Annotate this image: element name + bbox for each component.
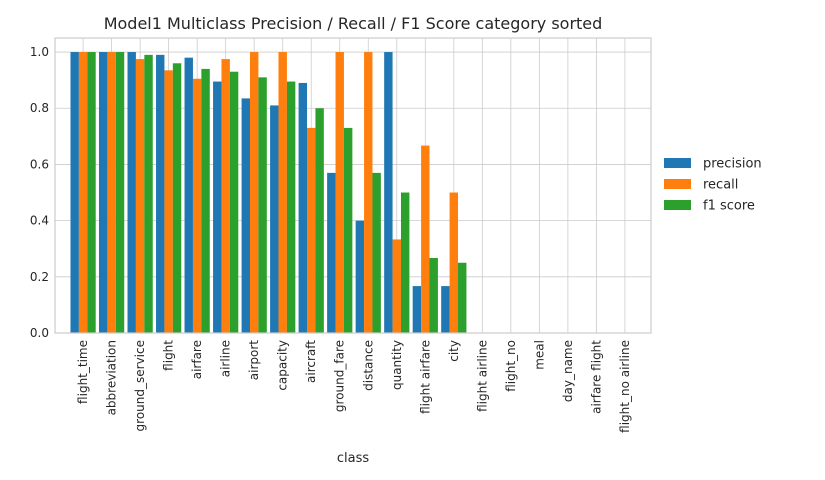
- bar: [164, 70, 173, 334]
- x-tick-label: aircraft: [304, 340, 318, 383]
- bar: [107, 52, 116, 334]
- bar: [258, 77, 267, 333]
- bar: [441, 286, 450, 333]
- bar: [241, 98, 250, 334]
- x-tick-label: flight airfare: [418, 340, 432, 414]
- series-recall: [78, 52, 459, 334]
- x-tick-label: ground_fare: [333, 340, 347, 412]
- bar: [172, 63, 182, 334]
- plot-frame: [54, 37, 652, 334]
- legend-label: precision: [703, 157, 762, 172]
- bar: [400, 192, 410, 333]
- bar: [449, 192, 459, 333]
- bar: [144, 54, 153, 333]
- bar: [87, 52, 96, 334]
- bar: [421, 145, 430, 333]
- bar: [98, 52, 108, 334]
- bar: [192, 78, 202, 333]
- x-tick-label: quantity: [390, 340, 404, 390]
- y-tick-label: 1.0: [30, 45, 49, 59]
- chart-title: Model1 Multiclass Precision / Recall / F…: [104, 14, 603, 33]
- plot-area: 0.0 0.2 0.4 0.6 0.8 1.0 flight_time abbreviatio…: [30, 37, 652, 433]
- x-axis-label: class: [337, 451, 369, 466]
- bar: [343, 127, 353, 334]
- x-tick-label: distance: [361, 340, 375, 391]
- bar: [315, 108, 324, 333]
- y-tick-label: 0.2: [30, 270, 49, 284]
- bar: [184, 57, 193, 334]
- x-tick-label: airfare: [190, 340, 204, 379]
- bar: [364, 52, 373, 334]
- bar: [249, 52, 259, 334]
- y-tick-label: 0.0: [30, 326, 49, 340]
- bar: [384, 52, 393, 334]
- bar: [70, 52, 79, 334]
- legend-swatch: [664, 200, 691, 210]
- x-tick-label: airline: [219, 340, 233, 377]
- legend: precision recall f1 score: [664, 157, 762, 214]
- legend-swatch: [664, 158, 691, 168]
- bar: [372, 172, 381, 333]
- legend-label: f1 score: [703, 199, 755, 214]
- x-tick-label: airport: [247, 340, 261, 381]
- bar: [298, 82, 308, 333]
- bar: [78, 52, 88, 334]
- bar: [307, 127, 316, 334]
- bar: [355, 220, 365, 333]
- bar: [278, 52, 287, 334]
- bar: [412, 286, 422, 333]
- legend-label: recall: [703, 178, 738, 193]
- x-tick-label: flight_no: [504, 340, 518, 392]
- bar: [429, 257, 438, 333]
- x-tick-label: flight airline: [475, 340, 489, 412]
- x-tick-label: abbreviation: [105, 340, 119, 415]
- x-tick-label: day_name: [561, 340, 575, 402]
- series-precision: [70, 52, 450, 334]
- bar: [115, 52, 125, 334]
- bar: [201, 68, 210, 334]
- bar: [229, 71, 239, 333]
- y-tick-label: 0.8: [30, 101, 49, 115]
- legend-swatch: [664, 179, 691, 189]
- bar: [135, 59, 145, 333]
- y-tick-label: 0.4: [30, 214, 49, 228]
- bar: [335, 52, 344, 334]
- x-tick-label: ground_service: [133, 340, 147, 431]
- y-tick-label: 0.6: [30, 157, 49, 171]
- bar: [127, 52, 136, 334]
- bar: [286, 81, 296, 333]
- x-tick-label: airfare flight: [589, 340, 603, 414]
- bar: [213, 81, 222, 333]
- series-f1-score: [87, 52, 467, 334]
- plot-background: [55, 38, 651, 333]
- bar: [458, 262, 467, 333]
- x-tick-label: flight_no airline: [618, 340, 632, 433]
- x-tick-label: capacity: [276, 340, 290, 391]
- x-tick-label: flight: [162, 340, 176, 371]
- bar: [327, 172, 336, 333]
- bar: [221, 59, 230, 333]
- x-tick-label: meal: [532, 340, 546, 370]
- bar: [156, 54, 165, 333]
- x-tick-label: flight_time: [76, 340, 90, 404]
- bar: [392, 239, 401, 333]
- bar: [270, 105, 279, 333]
- x-tick-label: city: [447, 340, 461, 362]
